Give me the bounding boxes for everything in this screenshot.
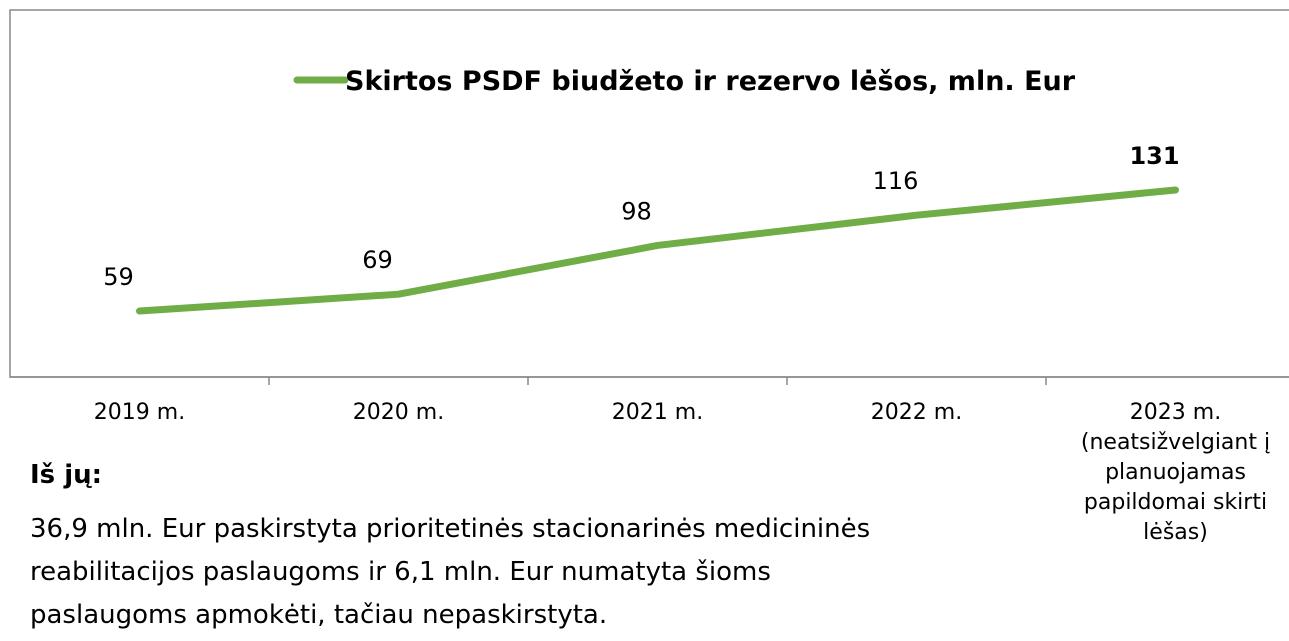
data-label: 69	[362, 246, 393, 274]
x-tick-label: 2023 m. (neatsižvelgiant į planuojamas p…	[1080, 400, 1271, 545]
data-label: 131	[1129, 142, 1179, 170]
x-tick-label: 2021 m.	[611, 400, 704, 425]
legend-label: Skirtos PSDF biudžeto ir rezervo lėšos, …	[345, 66, 1076, 97]
x-tick-label: 2022 m.	[870, 400, 963, 425]
note-heading: Iš jų:	[30, 460, 103, 490]
x-tick-label: 2020 m.	[352, 400, 445, 425]
series-line	[136, 186, 1179, 315]
x-tick-label: 2019 m.	[93, 400, 186, 425]
data-label: 116	[873, 167, 919, 195]
data-label: 59	[103, 263, 134, 291]
note-text: 36,9 mln. Eur paskirstyta prioritetinės …	[30, 514, 871, 630]
data-label: 98	[621, 197, 652, 225]
